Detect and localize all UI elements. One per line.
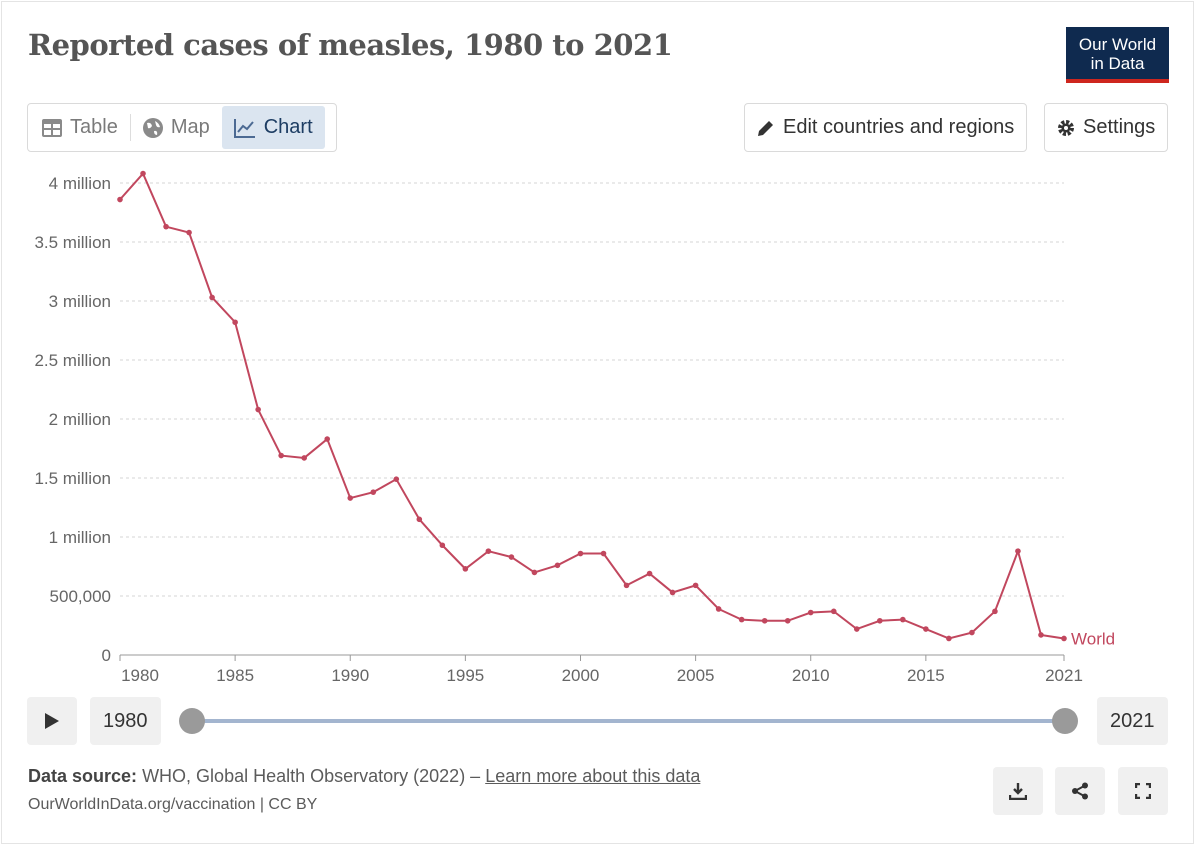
data-point-2003 [646,570,653,577]
learn-more-link[interactable]: Learn more about this data [485,766,701,786]
data-point-2001 [600,550,607,557]
x-tick-label: 1995 [446,666,484,685]
data-point-1998 [531,569,538,576]
tab-chart[interactable]: Chart [221,106,325,149]
y-tick-label: 2 million [49,410,111,429]
data-point-2013 [877,617,883,624]
page-title: Reported cases of measles, 1980 to 2021 [28,28,673,62]
gear-icon [1058,119,1074,136]
data-point-1990 [347,495,354,501]
timeline-start-handle[interactable] [179,708,205,734]
x-tick-label: 1990 [331,666,369,685]
pencil-icon [758,120,773,136]
data-point-1985 [232,319,238,326]
data-point-1997 [508,554,515,560]
x-tick-label: 2021 [1045,666,1083,685]
series-line-world [119,171,1065,640]
timeline-track[interactable] [192,719,1065,723]
data-point-1993 [416,516,423,523]
series-label: World [1071,629,1115,648]
data-point-1986 [255,406,261,413]
data-point-1980 [117,196,123,203]
play-icon [45,713,59,729]
play-button[interactable] [27,697,77,745]
data-point-1982 [163,223,169,230]
y-tick-label: 2.5 million [34,351,111,370]
table-icon [42,118,62,137]
data-point-2008 [761,617,768,624]
data-point-2016 [946,635,952,642]
data-point-1994 [439,542,446,549]
license: OurWorldInData.org/vaccination | CC BY [28,796,318,813]
data-point-2019 [1015,548,1021,554]
tab-table[interactable]: Table [30,106,130,149]
tab-map[interactable]: Map [131,106,222,149]
share-icon [1072,782,1088,800]
x-tick-label: 1980 [121,666,159,685]
y-tick-label: 500,000 [50,587,111,606]
y-tick-label: 3.5 million [34,233,111,252]
data-point-1988 [301,455,307,461]
y-tick-label: 3 million [49,292,111,311]
data-point-2021 [1061,635,1067,642]
start-year[interactable]: 1980 [90,697,161,745]
share-button[interactable] [1055,767,1105,815]
data-point-2012 [853,626,860,632]
data-point-1995 [462,566,469,572]
data-source: Data source: WHO, Global Health Observat… [28,766,701,786]
fullscreen-icon [1135,783,1151,799]
x-tick-label: 2000 [562,666,600,685]
y-tick-label: 1.5 million [34,469,111,488]
settings-button[interactable]: Settings [1044,103,1169,152]
y-tick-label: 4 million [49,174,111,193]
data-point-2011 [830,608,837,615]
data-point-1984 [209,294,215,301]
download-button[interactable] [993,767,1043,815]
tab-divider [129,114,131,141]
data-point-2018 [992,608,998,615]
y-tick-label: 0 [102,646,111,665]
data-point-2007 [738,616,745,623]
timeline-end-handle[interactable] [1052,708,1078,734]
data-point-2014 [900,616,906,623]
end-year[interactable]: 2021 [1097,697,1168,745]
data-point-2020 [1038,632,1044,638]
edit-countries-button[interactable]: Edit countries and regions [744,103,1028,152]
owid-logo[interactable]: Our World in Data [1066,27,1169,83]
data-point-2004 [669,589,676,596]
fullscreen-button[interactable] [1118,767,1168,815]
data-point-1981 [140,170,146,177]
globe-icon [142,117,163,138]
data-point-1987 [278,452,284,459]
line-chart-icon [233,118,255,138]
download-icon [1009,783,1027,800]
data-point-2015 [923,626,929,632]
data-point-2006 [715,606,722,612]
data-point-1992 [393,476,400,482]
data-point-2017 [969,629,975,636]
data-point-1983 [186,229,192,236]
data-point-2009 [784,617,791,624]
y-tick-label: 1 million [49,528,111,547]
data-point-1996 [485,548,492,554]
data-point-1999 [554,562,561,569]
data-point-2005 [692,582,699,589]
view-tabs: Table Map Chart [27,103,337,152]
data-point-2002 [623,582,630,589]
x-tick-label: 2005 [677,666,715,685]
x-tick-label: 1985 [216,666,254,685]
x-tick-label: 2010 [792,666,830,685]
data-point-2000 [577,550,584,557]
data-point-1991 [370,489,377,495]
data-point-2010 [807,609,814,616]
data-point-1989 [324,436,331,442]
x-tick-label: 2015 [907,666,945,685]
